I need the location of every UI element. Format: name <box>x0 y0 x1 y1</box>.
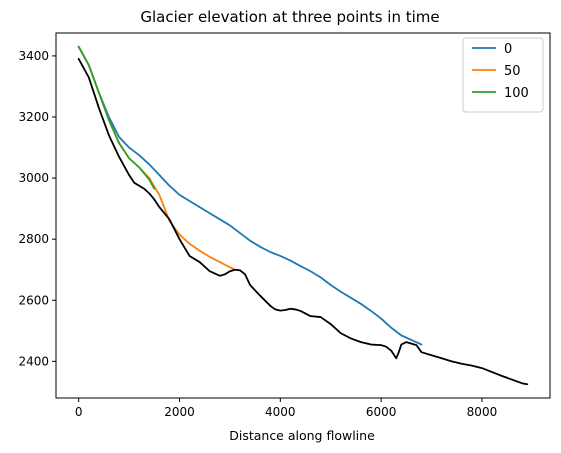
legend: 0 50 100 <box>462 37 544 113</box>
y-tick-label: 2400 <box>18 354 49 368</box>
x-tick-label: 4000 <box>265 405 296 419</box>
x-tick-label: 8000 <box>467 405 498 419</box>
y-axis: 2400 2600 2800 3000 3200 3400 <box>18 49 56 368</box>
y-tick-label: 3400 <box>18 49 49 63</box>
series-line-bed <box>77 58 529 386</box>
legend-label-100: 100 <box>504 86 529 101</box>
series-line-50 <box>77 45 236 271</box>
x-axis-label: Distance along flowline <box>229 428 375 443</box>
plot-frame <box>55 32 551 399</box>
y-tick-label: 3000 <box>18 171 49 185</box>
y-tick-label: 2800 <box>18 232 49 246</box>
y-tick-label: 3200 <box>18 110 49 124</box>
x-tick-label: 2000 <box>164 405 195 419</box>
series-line-0 <box>77 45 423 346</box>
x-tick-label: 0 <box>75 405 83 419</box>
x-tick-label: 6000 <box>366 405 397 419</box>
x-axis: 0 2000 4000 6000 8000 <box>75 398 497 419</box>
legend-box <box>462 37 544 113</box>
y-tick-label: 2600 <box>18 293 49 307</box>
series-line-100 <box>77 45 156 190</box>
legend-label-0: 0 <box>504 42 512 57</box>
chart-title: Glacier elevation at three points in tim… <box>140 8 439 26</box>
series-lines <box>77 45 529 386</box>
legend-label-50: 50 <box>504 64 521 79</box>
